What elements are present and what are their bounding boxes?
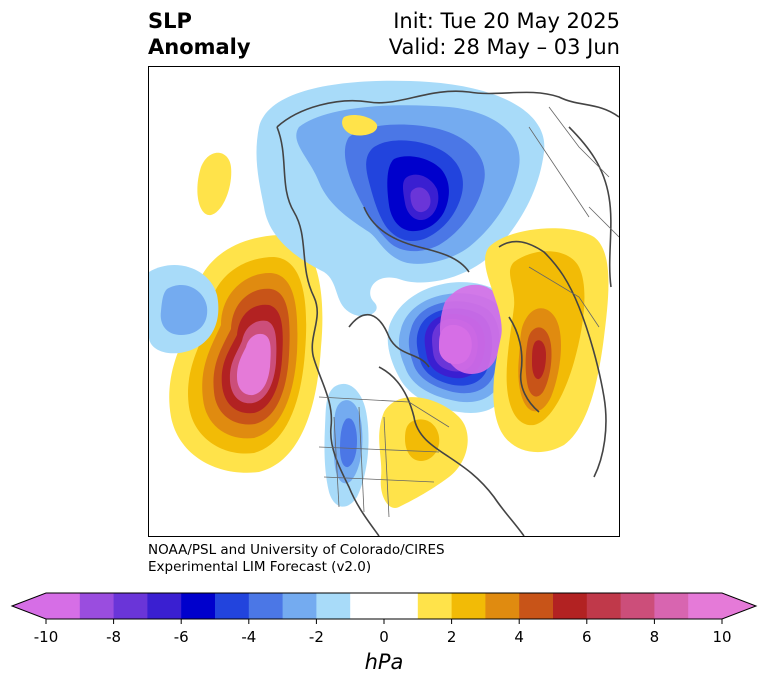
colorbar-segment — [451, 593, 486, 619]
colorbar-segment — [79, 593, 115, 619]
colorbar-tick-label: -4 — [241, 628, 257, 646]
colorbar-extend-low — [12, 593, 46, 619]
colorbar-segment — [688, 593, 723, 619]
colorbar-segment — [654, 593, 689, 619]
colorbar-segment — [350, 593, 385, 619]
colorbar-segment — [46, 593, 81, 619]
title-line-1: SLP — [148, 9, 192, 33]
atlantic-low-anomaly — [387, 282, 519, 413]
colorbar-segment — [553, 593, 588, 619]
europe-high-anomaly — [485, 228, 609, 453]
colorbar-segment — [620, 593, 655, 619]
western-us-low-anomaly — [324, 383, 369, 507]
title-line-2: Anomaly — [148, 35, 251, 59]
colorbar-segment — [248, 593, 284, 619]
colorbar-segment — [113, 593, 148, 619]
valid-date: Valid: 28 May – 03 Jun — [388, 35, 620, 59]
slp-anomaly-map — [148, 66, 620, 537]
colorbar-tick-label: -6 — [173, 628, 189, 646]
eastern-us-high-anomaly — [379, 397, 468, 508]
colorbar-segment — [586, 593, 622, 619]
colorbar-tick-label: 8 — [649, 628, 660, 646]
map-title: SLP Anomaly — [148, 8, 251, 60]
colorbar-segment — [215, 593, 250, 619]
political-borders — [318, 106, 619, 518]
colorbar-segment — [519, 593, 554, 619]
map-canvas — [149, 80, 619, 536]
coastlines — [276, 90, 619, 536]
colorbar-segment — [147, 593, 182, 619]
colorbar-tick-label: 4 — [514, 628, 524, 646]
colorbar — [0, 586, 768, 686]
colorbar-segment — [384, 593, 419, 619]
colorbar-tick-label: -8 — [106, 628, 122, 646]
arctic-low-anomaly — [256, 80, 545, 317]
colorbar-tick-label: 6 — [582, 628, 592, 646]
init-date: Init: Tue 20 May 2025 — [393, 9, 620, 33]
colorbar-tick-label: 2 — [446, 628, 457, 646]
colorbar-segment — [485, 593, 520, 619]
west-low-anomaly — [149, 265, 219, 354]
forecast-dates: Init: Tue 20 May 2025 Valid: 28 May – 03… — [389, 8, 620, 60]
colorbar-tick-label: 0 — [379, 628, 389, 646]
colorbar-tick-label: -2 — [308, 628, 324, 646]
colorbar-unit: hPa — [364, 650, 404, 674]
colorbar-tick-label: -10 — [33, 628, 59, 646]
colorbar-segment — [282, 593, 317, 619]
colorbar-segment — [181, 593, 216, 619]
colorbar-svg — [10, 592, 758, 624]
credit-text: NOAA/PSL and University of Colorado/CIRE… — [148, 542, 445, 576]
colorbar-tick-label: 10 — [712, 628, 732, 646]
credit-line-2: Experimental LIM Forecast (v2.0) — [148, 559, 372, 575]
colorbar-extend-high — [722, 593, 756, 619]
colorbar-segment — [417, 593, 453, 619]
credit-line-1: NOAA/PSL and University of Colorado/CIRE… — [148, 542, 445, 558]
colorbar-segment — [316, 593, 351, 619]
